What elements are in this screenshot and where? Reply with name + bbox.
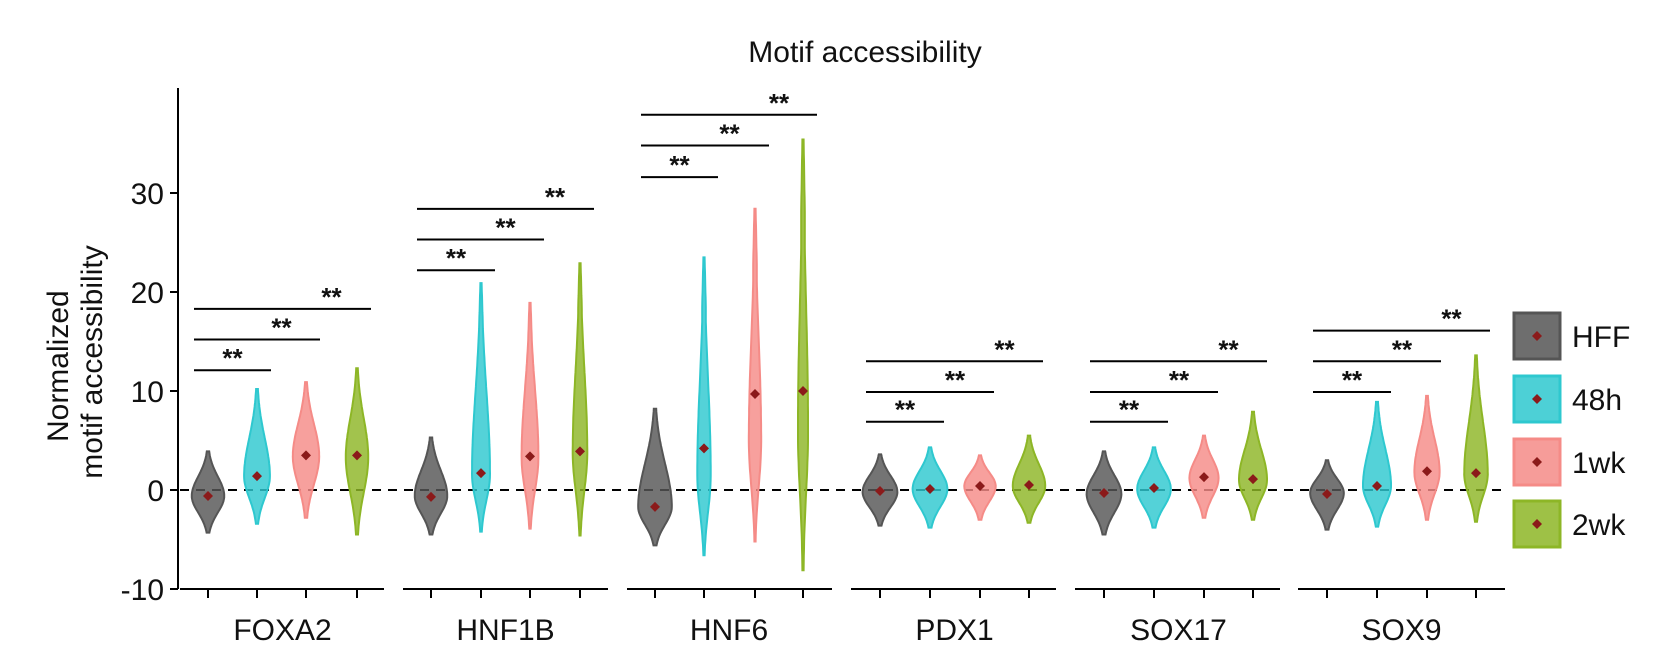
mean-marker	[875, 485, 885, 496]
legend-item-hff: HFF	[1512, 311, 1630, 361]
violin-sox9-1wk	[1413, 394, 1441, 521]
mean-marker	[975, 481, 985, 492]
significance-label: **	[495, 213, 516, 243]
mean-marker	[1024, 480, 1034, 491]
legend-mean-marker	[1532, 519, 1542, 529]
mean-marker	[750, 388, 760, 399]
legend-label: 48h	[1572, 384, 1622, 417]
mean-marker	[798, 386, 808, 396]
violin-hnf6-2wk	[797, 138, 809, 572]
violin-group-sox17	[1085, 410, 1268, 536]
mean-marker	[575, 446, 585, 457]
violin-sox17-2wk	[1238, 410, 1268, 521]
mean-marker	[925, 484, 935, 495]
mean-marker	[203, 490, 213, 501]
significance-label: **	[321, 282, 342, 312]
x-axis: FOXA2 HNF1B HNF6 PDX1 SOX17 SOX9	[180, 588, 1505, 647]
legend-item-1wk: 1wk	[1512, 437, 1626, 487]
mean-marker	[1422, 466, 1432, 477]
violin-sox9-2wk	[1463, 354, 1489, 523]
mean-marker	[252, 471, 262, 482]
violin-hnf6-hff	[637, 407, 673, 547]
significance-label: **	[271, 313, 292, 343]
mean-marker	[301, 450, 311, 461]
legend-item-48h: 48h	[1512, 374, 1622, 424]
legend-mean-marker	[1532, 457, 1542, 467]
violin-pdx1-2wk	[1011, 434, 1047, 524]
legend-label: 1wk	[1572, 447, 1626, 480]
violin-hnf1b-48h	[470, 282, 492, 533]
significance-label: **	[1218, 334, 1239, 364]
mean-marker	[1199, 472, 1209, 483]
mean-marker	[1322, 488, 1332, 499]
violin-hnf6-48h	[696, 256, 712, 557]
legend: HFF 48h 1wk 2wk	[1512, 311, 1630, 549]
x-tick-label-sox17: SOX17	[1130, 614, 1227, 647]
violin-group-hnf1b	[413, 262, 589, 537]
legend-item-2wk: 2wk	[1512, 499, 1626, 549]
violin-group-pdx1	[861, 434, 1047, 529]
significance-label: **	[669, 150, 690, 180]
violin-hnf1b-hff	[413, 436, 449, 536]
mean-marker	[699, 443, 709, 454]
chart-title: Motif accessibility	[748, 36, 981, 69]
y-tick-label: -10	[121, 574, 164, 607]
mean-marker	[1372, 481, 1382, 492]
x-tick-label-hnf1b: HNF1B	[456, 614, 554, 647]
y-axis-label-line-2: motif accessibility	[76, 245, 109, 478]
x-tick-label-hnf6: HNF6	[690, 614, 768, 647]
violin-sox9-48h	[1362, 400, 1392, 528]
significance-label: **	[994, 334, 1015, 364]
legend-label: 2wk	[1572, 509, 1626, 542]
significance-label: **	[1342, 365, 1363, 395]
significance-label: **	[222, 343, 243, 373]
legend-label: HFF	[1572, 321, 1630, 354]
y-axis-label: Normalized motif accessibility	[42, 245, 109, 478]
y-tick-label: 0	[147, 475, 164, 508]
y-tick-label: 30	[131, 178, 164, 211]
significance-label: **	[895, 395, 916, 425]
violin-groups	[190, 138, 1489, 572]
significance-label: **	[1169, 365, 1190, 395]
significance-label: **	[719, 118, 740, 148]
mean-marker	[1248, 474, 1258, 485]
y-tick-label: 10	[131, 376, 164, 409]
significance-label: **	[1119, 395, 1140, 425]
significance-label: **	[1441, 304, 1462, 334]
significance-label: **	[545, 182, 566, 212]
violin-group-hnf6	[637, 138, 809, 572]
mean-marker	[476, 468, 486, 479]
mean-marker	[525, 451, 535, 462]
significance-brackets: ** ** ** ** ** ** ** ** ** ** ** ** ** ** ** ** ** **	[194, 88, 1490, 425]
violin-group-sox9	[1309, 354, 1489, 531]
mean-marker	[426, 491, 436, 502]
y-tick-label: 20	[131, 277, 164, 310]
violin-foxa2-48h	[243, 388, 271, 525]
x-tick-label-sox9: SOX9	[1361, 614, 1441, 647]
x-tick-label-pdx1: PDX1	[915, 614, 993, 647]
y-axis: -10 0 10 20 30	[121, 88, 179, 607]
x-tick-label-foxa2: FOXA2	[233, 614, 331, 647]
mean-marker	[352, 450, 362, 461]
mean-marker	[1099, 487, 1109, 498]
mean-marker	[1471, 468, 1481, 479]
mean-marker	[650, 501, 660, 512]
significance-label: **	[769, 88, 790, 118]
violin-group-foxa2	[190, 367, 370, 536]
violin-hnf1b-2wk	[571, 262, 589, 537]
y-axis-label-line-1: Normalized	[42, 290, 75, 442]
violin-hnf1b-1wk	[520, 301, 540, 530]
significance-label: **	[446, 243, 467, 273]
significance-label: **	[945, 365, 966, 395]
violin-foxa2-1wk	[291, 381, 321, 519]
violin-hnf6-1wk	[747, 207, 763, 543]
legend-mean-marker	[1532, 331, 1542, 341]
mean-marker	[1149, 483, 1159, 494]
significance-label: **	[1392, 334, 1413, 364]
legend-mean-marker	[1532, 394, 1542, 404]
